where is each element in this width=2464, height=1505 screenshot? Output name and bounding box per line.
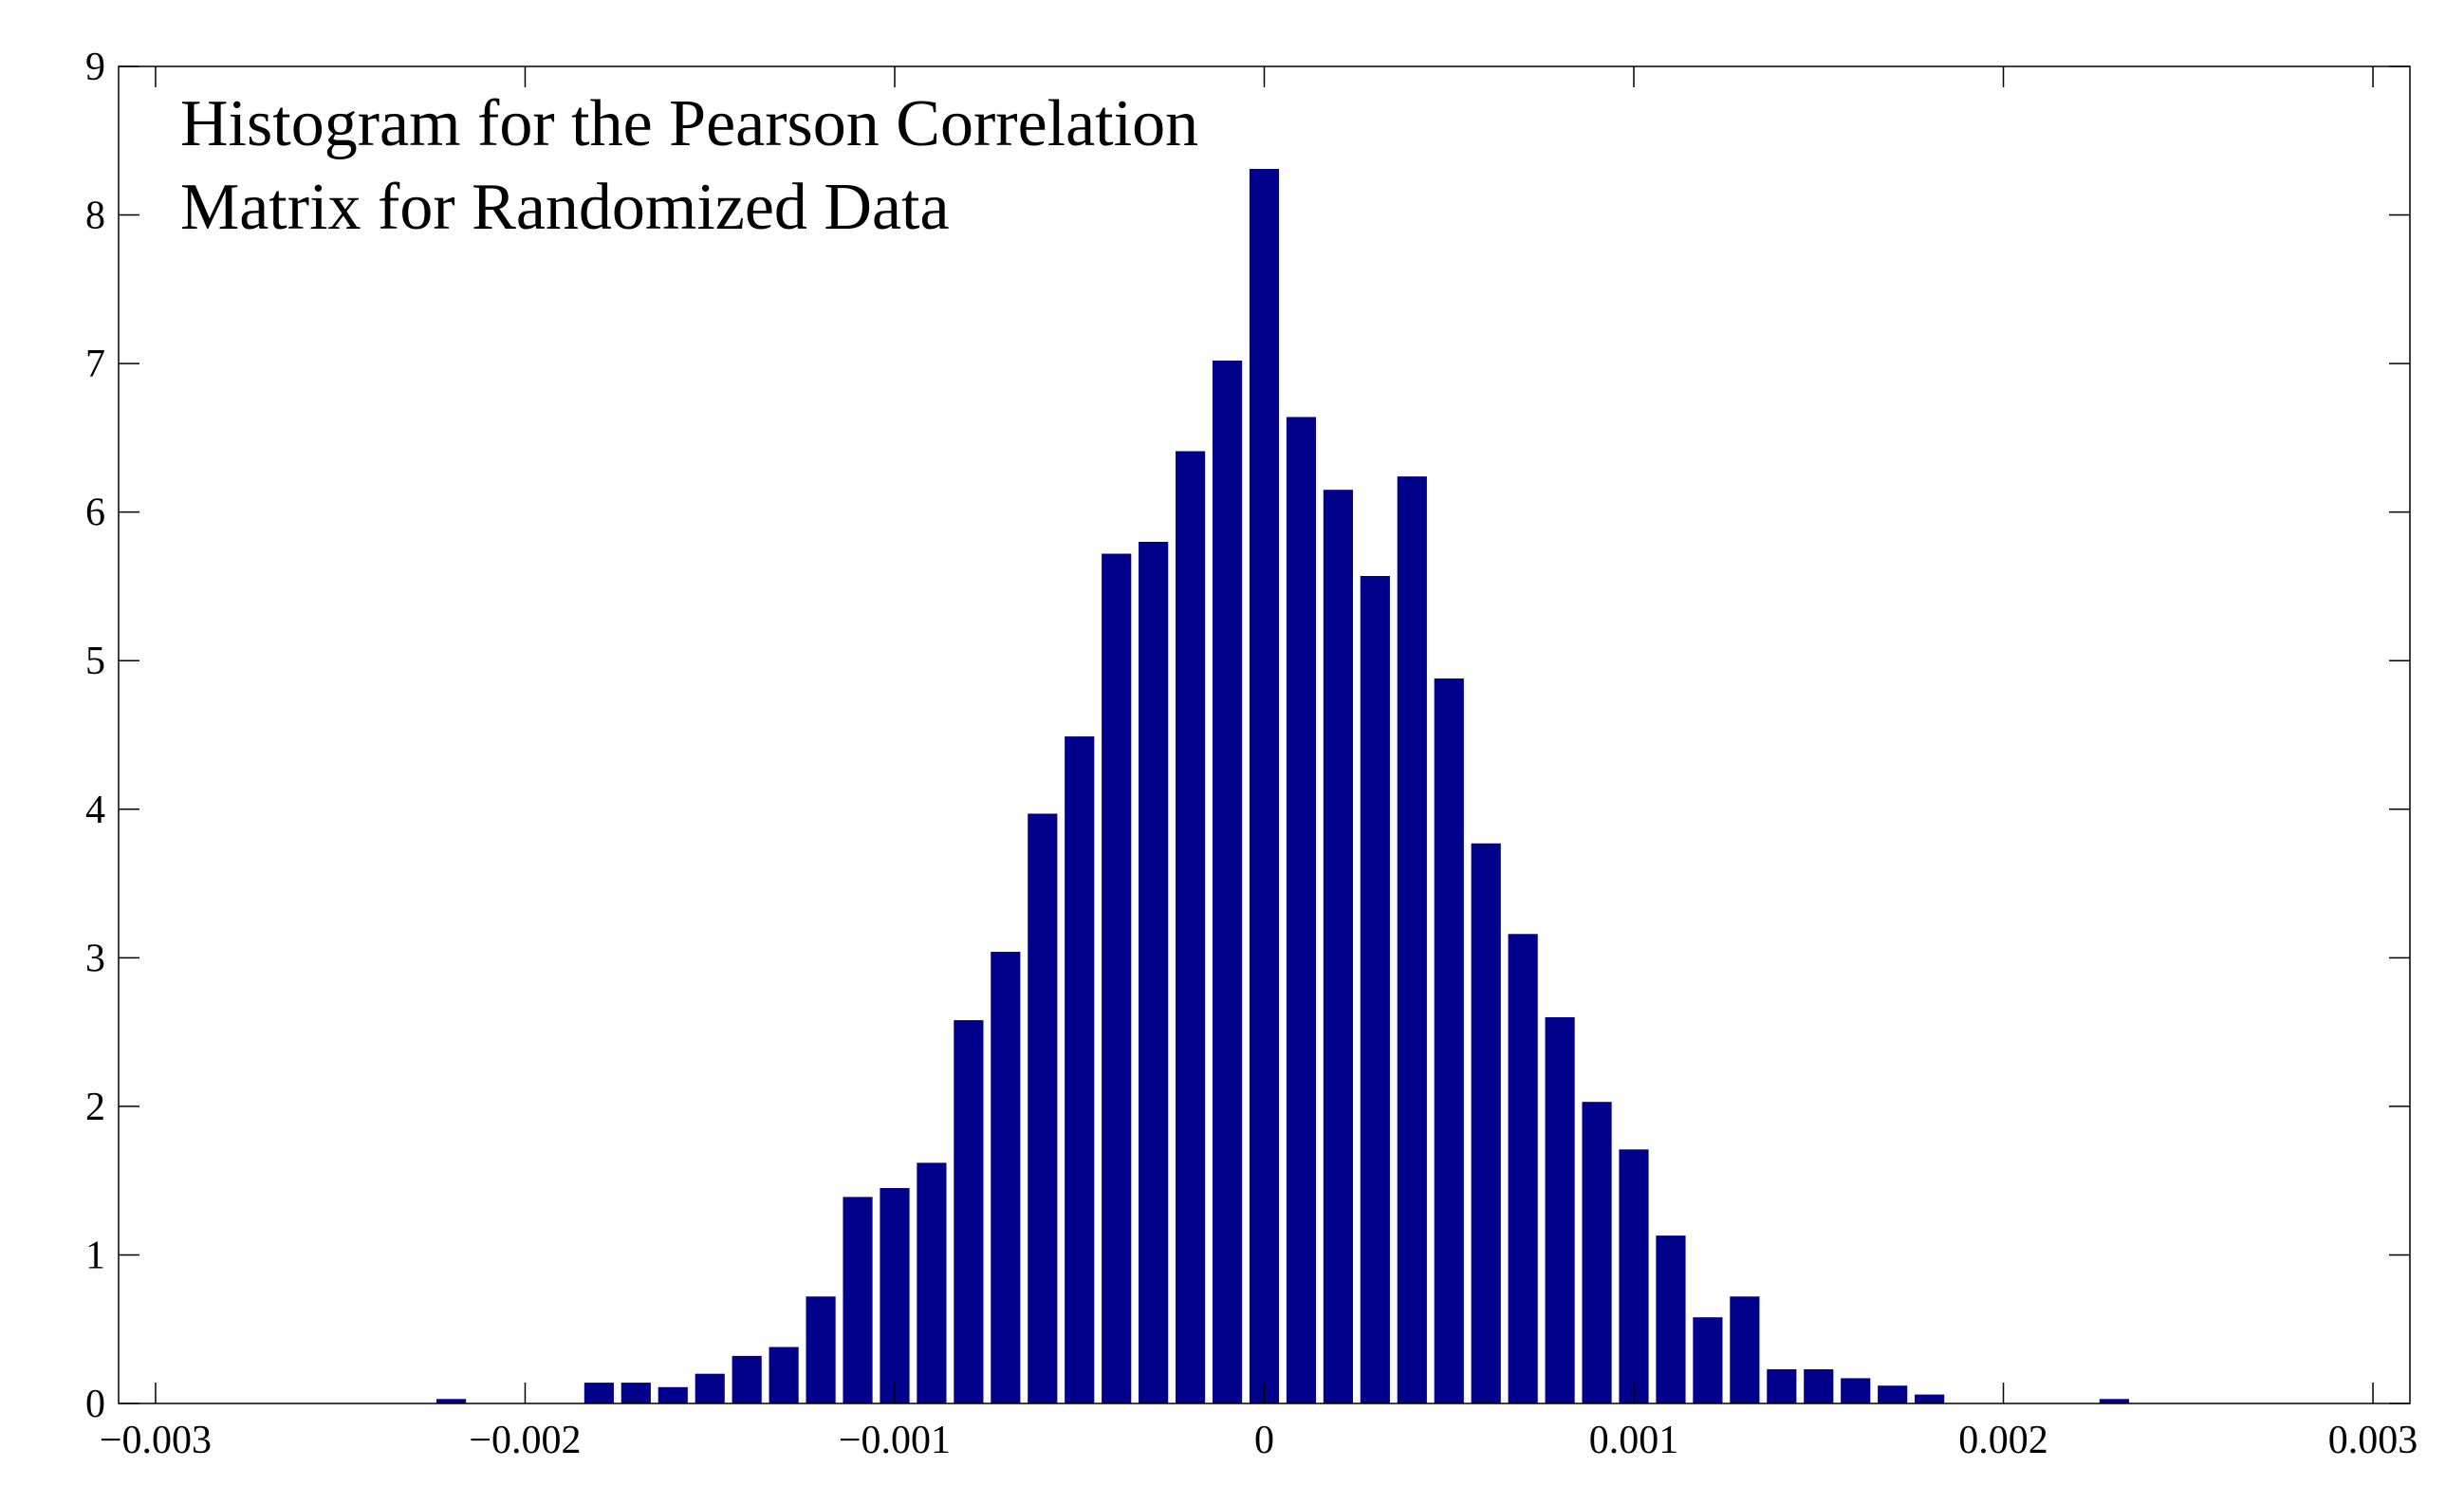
x-tick-label: −0.003 <box>100 1419 212 1462</box>
bars-layer <box>435 169 2129 1404</box>
histogram-bar <box>991 952 1021 1403</box>
histogram-bar <box>658 1386 688 1403</box>
y-tick-label: 0 <box>85 1383 105 1426</box>
y-tick-label: 4 <box>85 789 105 832</box>
histogram-bar <box>769 1347 799 1403</box>
histogram-bar <box>917 1162 947 1403</box>
histogram-bar <box>1286 417 1317 1404</box>
histogram-bar <box>1582 1102 1612 1403</box>
histogram-bar <box>843 1197 873 1403</box>
histogram-bar <box>1212 360 1243 1404</box>
histogram-bar <box>1028 813 1058 1403</box>
y-tick-label: 5 <box>85 640 105 683</box>
histogram-bar <box>1323 490 1353 1403</box>
chart-title-line-2: Matrix for Randomized Data <box>180 171 950 244</box>
histogram-bar <box>1915 1394 1945 1403</box>
y-tick-label: 9 <box>85 46 105 89</box>
x-tick-label: 0.002 <box>1958 1419 2048 1462</box>
histogram-bar <box>1656 1236 1686 1403</box>
histogram-bar <box>1693 1317 1723 1403</box>
chart-title-line-1: Histogram for the Pearson Correlation <box>180 87 1198 160</box>
x-tick-label: 0 <box>1254 1419 1274 1462</box>
histogram-bar <box>435 1399 467 1403</box>
histogram-bar <box>1139 541 1169 1403</box>
histogram-bar <box>1471 843 1501 1403</box>
histogram-bar <box>954 1020 984 1403</box>
histogram-bar <box>1434 678 1464 1403</box>
y-tick-label: 2 <box>85 1086 105 1129</box>
histogram-bar <box>1176 451 1206 1404</box>
histogram-bar <box>1249 169 1280 1403</box>
histogram-bar <box>1767 1368 1797 1403</box>
x-tick-label: −0.002 <box>469 1419 581 1462</box>
histogram-bar <box>1619 1149 1649 1403</box>
histogram-bar <box>732 1355 762 1403</box>
histogram-bar <box>1804 1368 1834 1403</box>
histogram-bar <box>1841 1378 1871 1403</box>
histogram-bar <box>1065 736 1095 1403</box>
y-tick-label: 3 <box>85 937 105 980</box>
histogram-bar <box>1102 553 1132 1403</box>
y-tick-label: 1 <box>85 1234 105 1277</box>
histogram-bar <box>621 1383 651 1403</box>
x-tick-label: 0.001 <box>1589 1419 1679 1462</box>
y-tick-label: 6 <box>85 492 105 535</box>
ticks-layer: −0.003 −0.002 −0.001 0 0.001 0.002 0.003 0 1 2 3 4 5… <box>85 46 2418 1462</box>
histogram-bar <box>2099 1399 2129 1403</box>
histogram-bar <box>695 1373 725 1403</box>
chart-title: Histogram for the Pearson Correlation Ma… <box>180 87 1198 244</box>
histogram-bar <box>880 1187 910 1403</box>
x-tick-label: 0.003 <box>2328 1419 2418 1462</box>
histogram-bar <box>1878 1385 1908 1403</box>
histogram-bar <box>1508 934 1538 1403</box>
histogram-bar <box>806 1296 836 1403</box>
histogram-bar <box>1730 1296 1760 1403</box>
histogram-bar <box>584 1383 614 1403</box>
histogram-bar <box>1360 575 1390 1403</box>
y-tick-label: 8 <box>85 195 105 238</box>
histogram-bar <box>1397 476 1427 1404</box>
x-tick-label: −0.001 <box>839 1419 951 1462</box>
y-tick-label: 7 <box>85 343 105 386</box>
histogram-bar <box>1545 1016 1575 1403</box>
